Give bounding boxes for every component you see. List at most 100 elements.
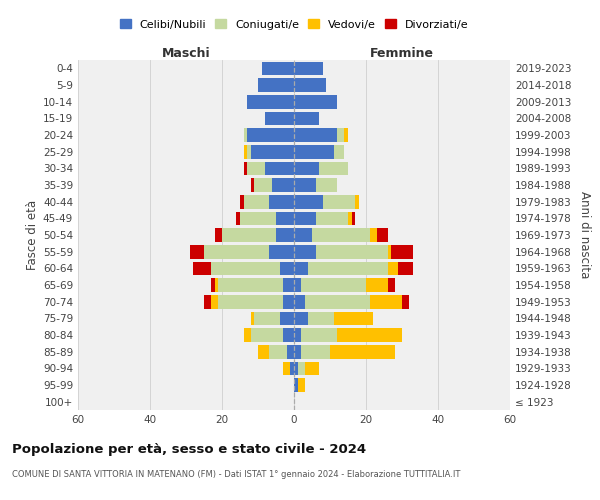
Bar (211, 295, 218, 308)
Bar (294, 145, 334, 158)
Bar (294, 345, 301, 358)
Bar (294, 312, 308, 325)
Bar (280, 312, 294, 325)
Bar (218, 295, 283, 308)
Bar (283, 278, 294, 292)
Bar (276, 212, 294, 225)
Bar (218, 278, 283, 292)
Bar (244, 195, 269, 208)
Bar (312, 228, 370, 242)
Bar (298, 378, 305, 392)
Bar (215, 228, 222, 242)
Legend: Celibi/Nubili, Coniugati/e, Vedovi/e, Divorziati/e: Celibi/Nubili, Coniugati/e, Vedovi/e, Di… (115, 15, 473, 34)
Bar (287, 345, 294, 358)
Bar (251, 178, 254, 192)
Bar (283, 328, 294, 342)
Bar (262, 62, 294, 75)
Bar (294, 262, 308, 275)
Bar (301, 328, 337, 342)
Bar (240, 195, 244, 208)
Bar (265, 112, 294, 125)
Bar (294, 245, 316, 258)
Bar (283, 295, 294, 308)
Bar (316, 212, 348, 225)
Bar (283, 362, 290, 375)
Bar (402, 295, 409, 308)
Bar (251, 312, 254, 325)
Bar (308, 312, 334, 325)
Text: Femmine: Femmine (370, 47, 434, 60)
Bar (352, 212, 355, 225)
Bar (204, 295, 211, 308)
Bar (348, 212, 352, 225)
Bar (244, 162, 247, 175)
Bar (355, 195, 359, 208)
Bar (294, 212, 316, 225)
Bar (334, 312, 373, 325)
Bar (388, 245, 391, 258)
Bar (211, 262, 280, 275)
Bar (247, 95, 294, 108)
Bar (254, 178, 272, 192)
Bar (388, 278, 395, 292)
Bar (323, 195, 355, 208)
Bar (391, 245, 413, 258)
Bar (247, 162, 265, 175)
Bar (193, 262, 211, 275)
Bar (294, 278, 301, 292)
Bar (301, 345, 330, 358)
Bar (337, 328, 402, 342)
Bar (294, 228, 312, 242)
Bar (305, 362, 319, 375)
Bar (330, 345, 395, 358)
Bar (265, 162, 294, 175)
Bar (294, 128, 337, 142)
Bar (398, 262, 413, 275)
Bar (247, 128, 294, 142)
Bar (190, 245, 204, 258)
Bar (294, 328, 301, 342)
Text: Maschi: Maschi (161, 47, 211, 60)
Text: Popolazione per età, sesso e stato civile - 2024: Popolazione per età, sesso e stato civil… (12, 442, 366, 456)
Bar (316, 178, 337, 192)
Bar (240, 212, 276, 225)
Bar (204, 245, 269, 258)
Bar (236, 212, 240, 225)
Bar (319, 162, 348, 175)
Bar (276, 228, 294, 242)
Bar (254, 312, 280, 325)
Bar (244, 145, 247, 158)
Bar (344, 128, 348, 142)
Bar (290, 362, 294, 375)
Bar (370, 228, 377, 242)
Bar (247, 145, 251, 158)
Bar (244, 328, 251, 342)
Text: COMUNE DI SANTA VITTORIA IN MATENANO (FM) - Dati ISTAT 1° gennaio 2024 - Elabora: COMUNE DI SANTA VITTORIA IN MATENANO (FM… (12, 470, 460, 479)
Bar (215, 278, 218, 292)
Y-axis label: Fasce di età: Fasce di età (26, 200, 39, 270)
Bar (294, 295, 305, 308)
Bar (294, 195, 323, 208)
Bar (294, 162, 319, 175)
Bar (294, 62, 323, 75)
Bar (294, 95, 337, 108)
Bar (294, 362, 298, 375)
Bar (294, 178, 316, 192)
Bar (222, 228, 276, 242)
Bar (251, 328, 283, 342)
Bar (272, 178, 294, 192)
Bar (269, 345, 287, 358)
Bar (211, 278, 215, 292)
Bar (316, 245, 388, 258)
Bar (388, 262, 398, 275)
Bar (251, 145, 294, 158)
Bar (269, 195, 294, 208)
Bar (370, 295, 402, 308)
Bar (301, 278, 366, 292)
Bar (258, 345, 269, 358)
Bar (244, 128, 247, 142)
Bar (305, 295, 370, 308)
Bar (258, 78, 294, 92)
Y-axis label: Anni di nascita: Anni di nascita (578, 192, 591, 278)
Bar (308, 262, 388, 275)
